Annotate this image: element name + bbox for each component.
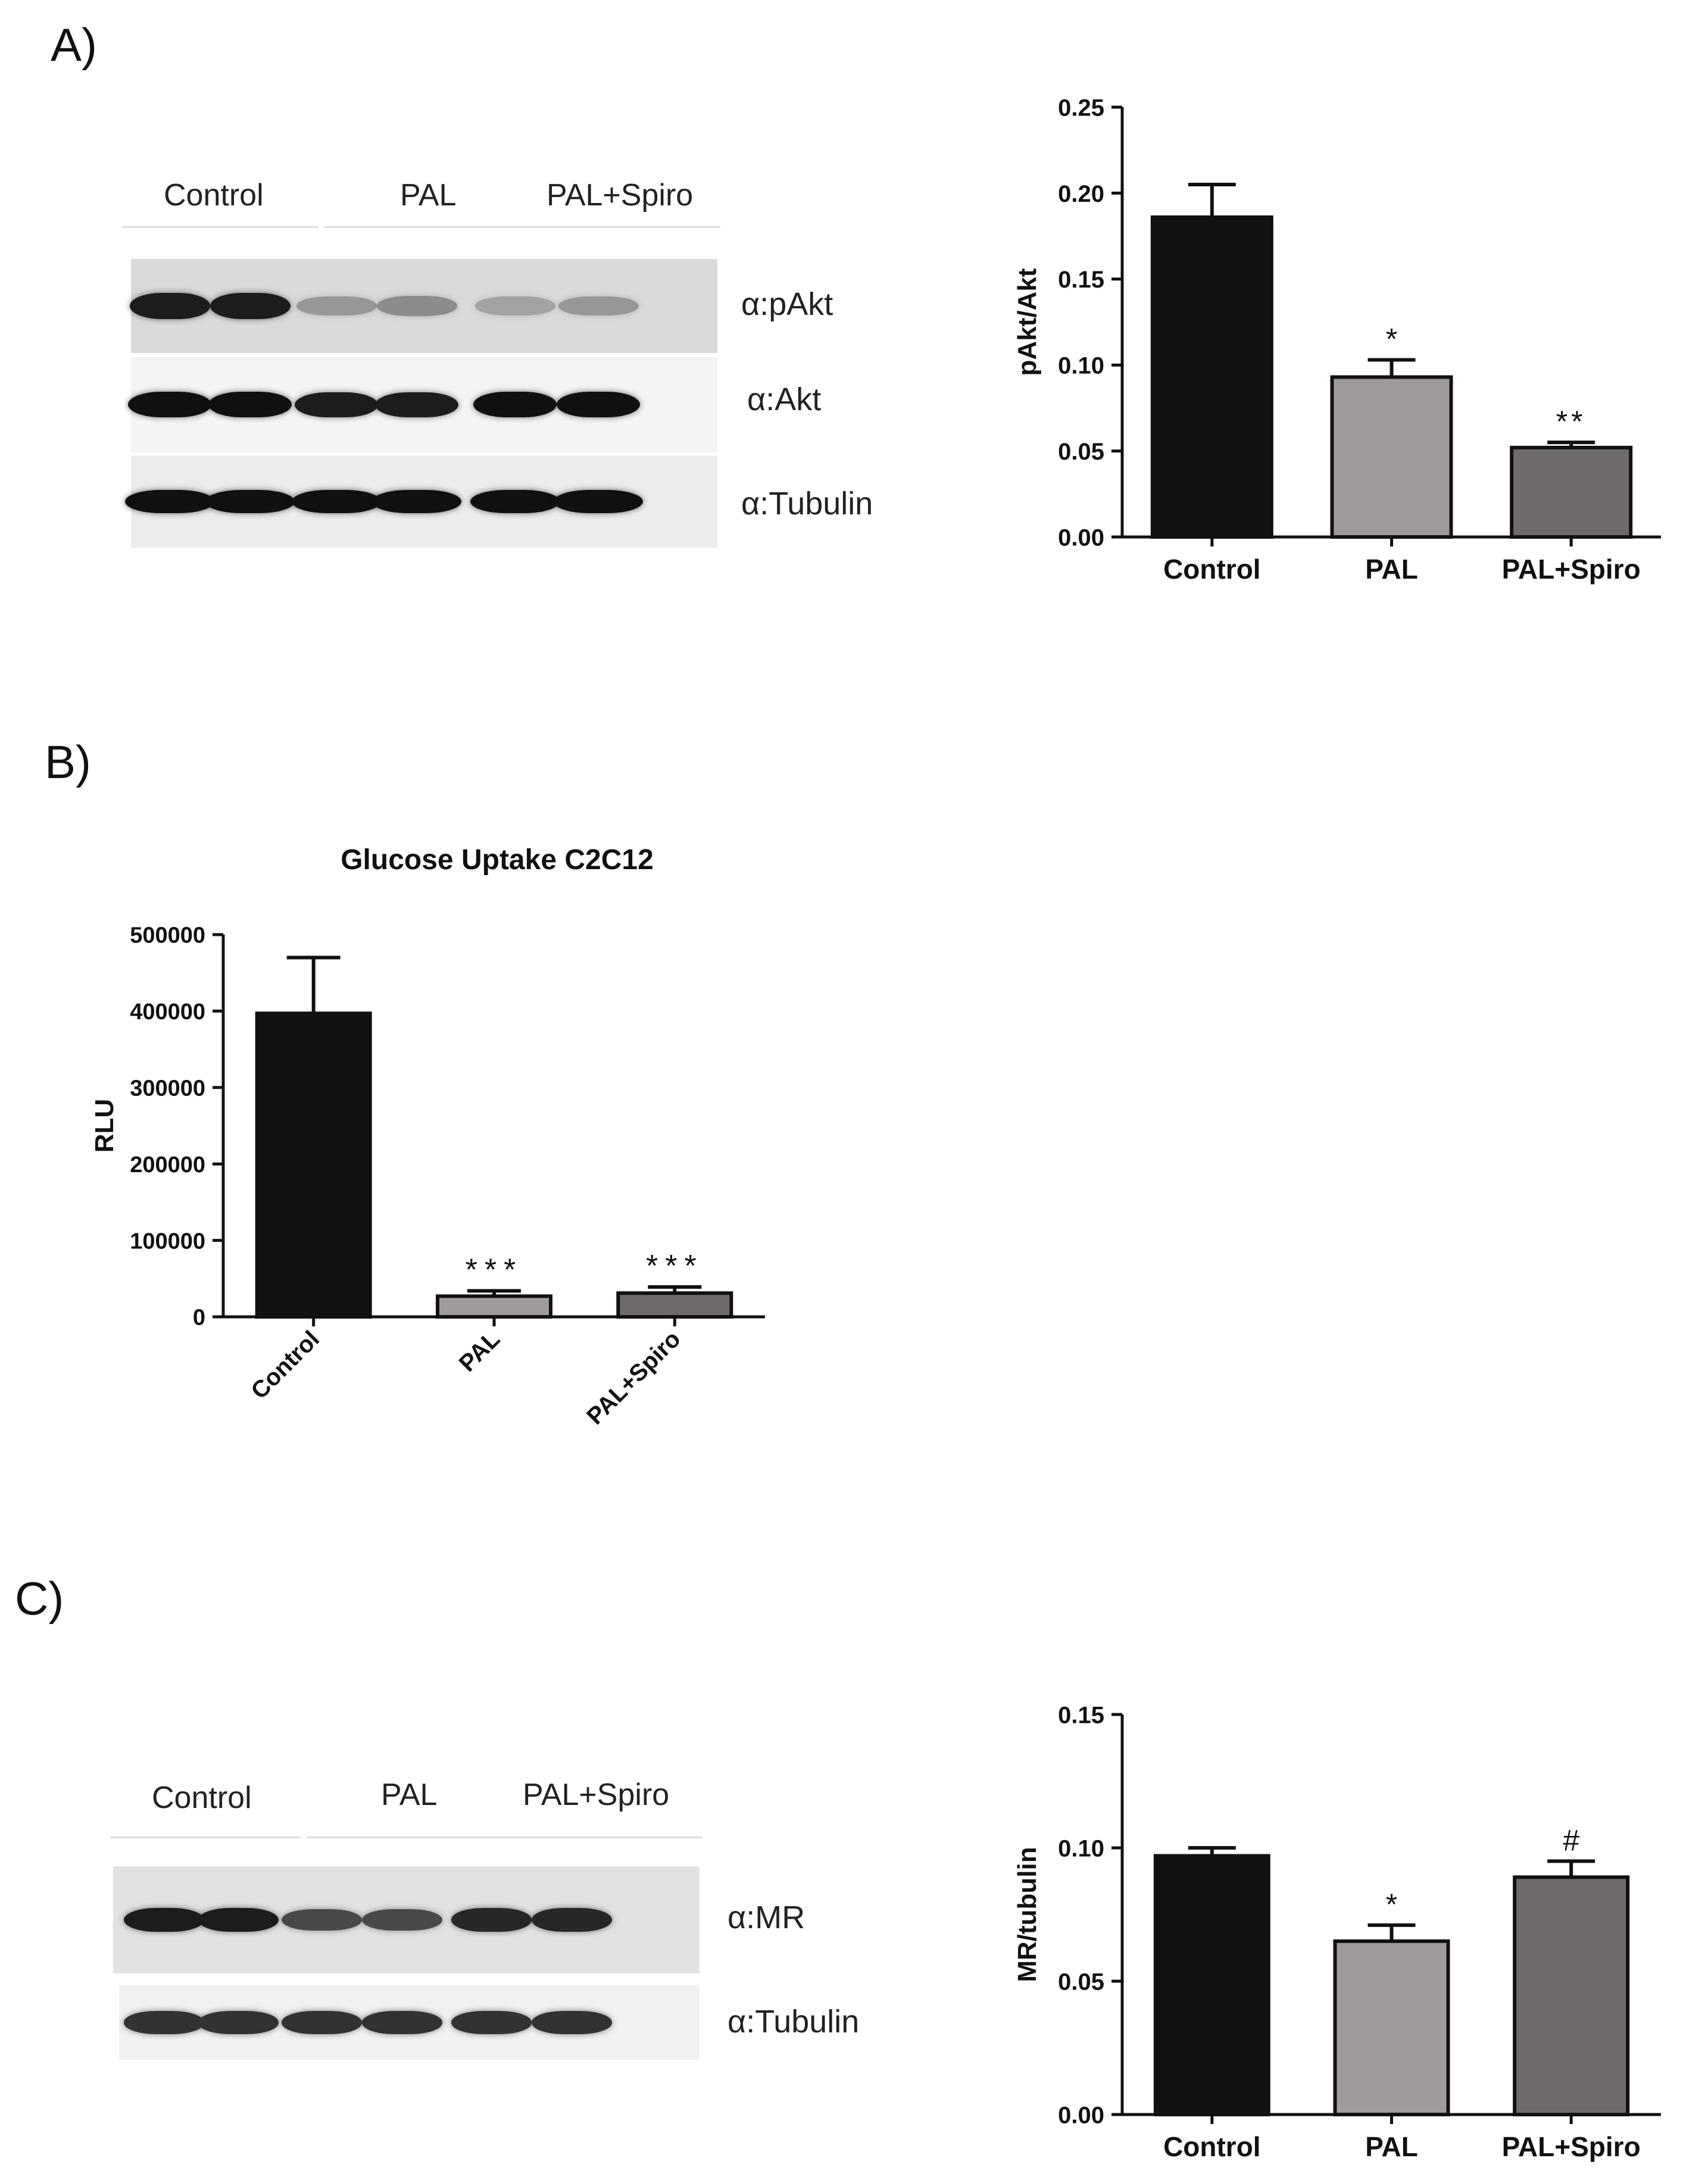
- y-tick-label: 100000: [130, 1229, 205, 1254]
- western-blot-band-mr: [123, 1907, 204, 1932]
- significance-marker: ***: [646, 1249, 704, 1283]
- y-tick-label: 0: [193, 1306, 205, 1331]
- western-blot-band-tubulin: [372, 489, 461, 514]
- y-tick-label: 0.05: [1058, 1969, 1104, 1995]
- significance-marker: **: [1556, 405, 1587, 438]
- western-blot-band-akt: [557, 392, 640, 418]
- y-tick-label: 0.25: [1058, 95, 1104, 121]
- y-tick-label: 200000: [130, 1153, 205, 1178]
- significance-marker: #: [1563, 1823, 1579, 1857]
- panel-letter-c: C): [15, 1572, 64, 1625]
- panel-letter-a: A): [51, 18, 97, 71]
- panel-letter-b: B): [45, 736, 91, 788]
- western-blot-band-pakt: [376, 296, 457, 316]
- y-tick-label: 300000: [130, 1076, 205, 1101]
- blot-label-mr: α:MR: [727, 1900, 805, 1935]
- lane-rule: [110, 1837, 301, 1838]
- lane-header-pal-spiro: PAL+Spiro: [547, 178, 694, 213]
- y-tick-label: 0.15: [1058, 267, 1104, 293]
- x-category-label: Control: [246, 1326, 324, 1404]
- x-category-label: PAL+Spiro: [1502, 2131, 1641, 2162]
- western-blot-band-akt: [128, 392, 211, 418]
- chart-title: Glucose Uptake C2C12: [341, 844, 654, 876]
- y-tick-label: 0.15: [1058, 1702, 1104, 1728]
- significance-marker: *: [1386, 1888, 1397, 1921]
- lane-header-control: Control: [152, 1781, 252, 1815]
- bar-pal-spiro: [1510, 445, 1633, 539]
- bar-pal: [436, 1294, 552, 1319]
- x-category-label: PAL+Spiro: [1502, 554, 1641, 585]
- y-tick-label: 500000: [130, 923, 205, 948]
- western-blot-band-tubulin: [125, 489, 214, 514]
- western-blot-band-tubulin: [281, 2011, 362, 2034]
- western-blot-band-mr: [361, 1909, 442, 1931]
- western-blot-band-tubulin: [361, 2011, 442, 2034]
- significance-marker: *: [1386, 323, 1397, 356]
- significance-marker: ***: [466, 1253, 523, 1287]
- western-blot-band-tubulin: [198, 2011, 279, 2034]
- western-blot-band-akt: [473, 392, 557, 418]
- x-category-label: PAL: [1365, 2131, 1418, 2162]
- x-category-label: Control: [1163, 554, 1261, 585]
- y-tick-label: 0.00: [1058, 524, 1104, 551]
- blot-label-tubulin: α:Tubulin: [727, 2004, 860, 2040]
- western-blot-band-pakt: [474, 296, 555, 316]
- bar-pal: [1333, 1939, 1450, 2116]
- chart-a-pakt-akt: pAkt/Akt 0.00 0.05 0.10 0.15 0.20 0.25 Control *…: [1013, 95, 1661, 585]
- bar-control: [1150, 215, 1273, 539]
- y-tick-label: 0.05: [1058, 439, 1104, 465]
- x-category-label: PAL+Spiro: [582, 1326, 685, 1429]
- y-tick-label: 400000: [130, 1000, 205, 1025]
- western-blot-band-pakt: [296, 296, 377, 316]
- x-category-label: PAL: [454, 1326, 505, 1377]
- western-blot-band-akt: [208, 392, 292, 418]
- western-blot-band-pakt: [558, 296, 639, 316]
- western-blot-band-tubulin: [531, 2011, 612, 2034]
- bar-pal: [1330, 375, 1453, 539]
- western-blot-band-mr: [451, 1908, 532, 1932]
- x-category-label: PAL: [1365, 554, 1418, 585]
- lane-rule: [122, 226, 319, 228]
- y-tick-label: 0.10: [1058, 353, 1104, 379]
- lane-header-pal: PAL: [381, 1778, 438, 1812]
- western-blot-band-akt: [295, 392, 378, 417]
- western-blot-band-akt: [375, 392, 458, 417]
- bar-control: [1153, 1854, 1270, 2116]
- y-tick-label: 0.10: [1058, 1835, 1104, 1862]
- western-blot-band-tubulin: [123, 2011, 204, 2034]
- lane-rule: [324, 226, 720, 228]
- western-blot-band-tubulin: [292, 489, 381, 514]
- x-category-label: Control: [1163, 2131, 1261, 2162]
- blot-label-pakt: α:pAkt: [741, 286, 833, 322]
- western-blot-band-mr: [531, 1908, 612, 1932]
- lane-rule: [307, 1837, 702, 1838]
- bar-pal-spiro: [1513, 1875, 1630, 2116]
- western-blot-band-mr: [198, 1907, 279, 1932]
- western-blot-band-pakt: [210, 293, 291, 319]
- bar-pal-spiro: [616, 1291, 733, 1319]
- y-axis-label: MR/tubulin: [1013, 1847, 1042, 1982]
- blot-label-tubulin: α:Tubulin: [741, 486, 873, 521]
- western-blot-band-pakt: [129, 293, 210, 319]
- western-blot-band-mr: [281, 1909, 362, 1931]
- lane-header-control: Control: [164, 178, 264, 213]
- lane-header-pal: PAL: [400, 178, 457, 213]
- western-blot-band-tubulin: [554, 489, 643, 514]
- blot-label-akt: α:Akt: [747, 382, 822, 417]
- y-axis-label: RLU: [90, 1099, 119, 1153]
- western-blot-band-tubulin: [451, 2011, 532, 2034]
- chart-c-mr-tubulin: MR/tubulin 0.00 0.05 0.10 0.15 Control * PAL # PA…: [1013, 1702, 1661, 2162]
- bar-control: [255, 1011, 372, 1319]
- western-blot-band-tubulin: [470, 489, 560, 514]
- y-tick-label: 0.20: [1058, 181, 1104, 207]
- y-tick-label: 0.00: [1058, 2102, 1104, 2128]
- western-blot-band-tubulin: [205, 489, 295, 514]
- y-axis-label: pAkt/Akt: [1013, 268, 1042, 376]
- chart-b-glucose-uptake: Glucose Uptake C2C12 RLU 0 100000 200000 3000…: [90, 844, 765, 1430]
- lane-header-pal-spiro: PAL+Spiro: [523, 1778, 670, 1812]
